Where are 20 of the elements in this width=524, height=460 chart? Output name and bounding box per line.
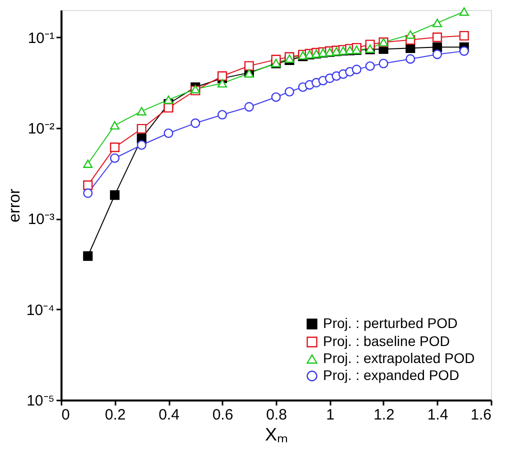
y-tick-label: 10⁻⁴ <box>26 302 54 319</box>
y-tick-label: 10⁻¹ <box>28 30 54 47</box>
y-tick-label: 10⁻³ <box>28 211 54 228</box>
legend-label: Proj. : expanded POD <box>323 367 460 383</box>
x-tick-label: 1.4 <box>427 406 448 424</box>
legend-label: Proj. : baseline POD <box>323 333 450 349</box>
x-tick-label: 0 <box>62 406 70 424</box>
x-tick-label: 1 <box>326 406 334 424</box>
x-axis-title: Xₘ <box>264 424 288 444</box>
x-tick-label: 0.2 <box>104 406 126 424</box>
x-tick-label: 0.4 <box>158 406 180 424</box>
x-tick-label: 0.8 <box>266 406 287 424</box>
legend-label: Proj. : extrapolated POD <box>323 350 475 366</box>
x-tick-label: 0.6 <box>212 406 234 424</box>
x-tick-label: 1.6 <box>470 406 492 424</box>
legend-label: Proj. : perturbed POD <box>323 315 458 331</box>
y-tick-label: 10⁻⁵ <box>26 392 54 410</box>
y-tick-label: 10⁻² <box>28 120 54 138</box>
x-tick-label: 1.2 <box>374 406 394 424</box>
y-axis-title: error <box>6 188 24 222</box>
